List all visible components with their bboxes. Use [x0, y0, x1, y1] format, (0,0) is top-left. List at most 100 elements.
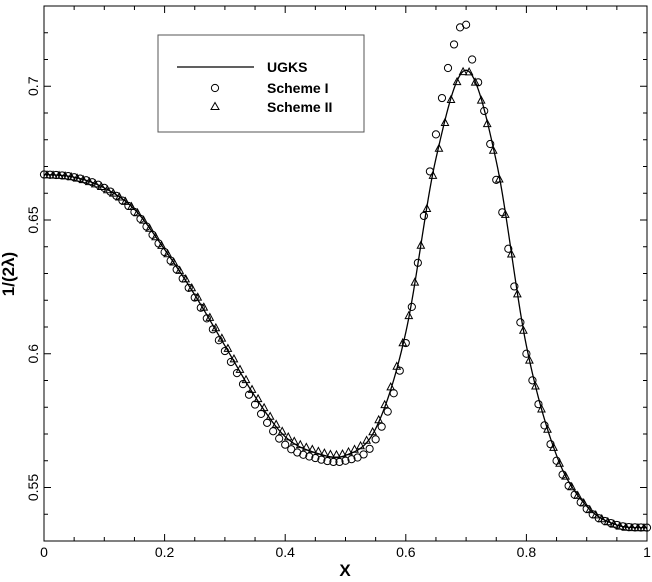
legend-label-scheme-1: Scheme I: [267, 80, 328, 96]
series-scheme-1-point: [256, 409, 266, 418]
series-scheme-2-point: [211, 322, 221, 332]
series-scheme-2-point: [199, 302, 209, 311]
series-scheme-2-point: [434, 143, 444, 152]
series-scheme-2-point: [114, 192, 124, 201]
series-scheme-2-point: [428, 170, 438, 179]
series-scheme-2-point: [253, 393, 263, 403]
series-scheme-2-point: [133, 207, 142, 217]
series-scheme-1-point: [371, 435, 380, 444]
series-scheme-2-point: [54, 170, 64, 179]
y-tick-label: 0.55: [25, 474, 41, 501]
series-scheme-2-point: [398, 337, 408, 347]
series-scheme-1-point: [401, 338, 410, 348]
series-scheme-2-point: [90, 178, 100, 188]
x-tick-label: 0.2: [155, 544, 175, 560]
series-scheme-2-point: [48, 170, 58, 179]
series-scheme-2-point: [368, 426, 378, 436]
series-scheme-2-point: [241, 374, 251, 384]
series-scheme-2-point: [524, 355, 534, 364]
series-scheme-1-point: [480, 106, 489, 116]
series-scheme-1-point: [449, 40, 459, 49]
series-scheme-2-point: [386, 382, 396, 391]
series-scheme-2-point: [42, 169, 52, 179]
series-scheme-2-point: [319, 448, 329, 457]
series-scheme-1-point: [196, 303, 205, 312]
series-scheme-1-point: [419, 211, 428, 221]
series-scheme-1-point: [504, 244, 513, 253]
series-scheme-1-point: [492, 175, 501, 184]
series-scheme-2-point: [531, 381, 540, 390]
series-scheme-1-point: [263, 418, 272, 427]
series-scheme-2-point: [440, 117, 450, 127]
series-scheme-2-point: [567, 481, 577, 491]
series-scheme-2-point: [597, 513, 607, 523]
series-scheme-2-point: [500, 209, 510, 218]
series-scheme-2-point: [579, 498, 589, 507]
legend-label-scheme-2: Scheme II: [267, 99, 332, 115]
series-scheme-1-point: [443, 63, 453, 73]
series-scheme-1-point: [190, 293, 199, 302]
series-scheme-2-point: [307, 444, 317, 453]
series-scheme-2-point: [374, 414, 384, 424]
series-scheme-2-point: [543, 424, 552, 433]
series-scheme-2-point: [72, 173, 82, 182]
series-scheme-2-point: [410, 277, 420, 286]
series-scheme-1-point: [275, 434, 284, 443]
series-scheme-2-point: [555, 458, 564, 467]
series-scheme-2-point: [356, 440, 366, 450]
series-scheme-2-point: [66, 171, 76, 181]
series-scheme-2-point: [217, 333, 227, 342]
axis-ticks: 0 0.2 0.4 0.6 0.8 1 0.55 0.6 0.65 0.7: [25, 5, 651, 560]
series-scheme-2-point: [633, 522, 643, 532]
series-scheme-1-point: [516, 318, 525, 327]
series-scheme-2-point: [301, 442, 311, 451]
series-scheme-1-point: [329, 457, 338, 467]
series-scheme-1-point: [347, 455, 356, 464]
series-scheme-2-point: [452, 76, 462, 86]
x-tick-label: 0.8: [517, 544, 537, 560]
series-scheme-2-point: [627, 522, 637, 532]
series-scheme-1-point: [214, 336, 223, 345]
series-scheme-2-point: [151, 231, 160, 241]
series-scheme-2-point: [639, 522, 649, 532]
series-scheme-2-point: [277, 426, 287, 435]
series-scheme-2-point: [446, 94, 456, 103]
series-scheme-2-point: [265, 411, 275, 420]
series-scheme-2-point: [193, 292, 203, 301]
series-scheme-1-point: [534, 400, 543, 409]
series-scheme-2-point: [512, 289, 522, 298]
series-scheme-1-point: [232, 369, 242, 378]
series-scheme-2-point: [338, 449, 347, 458]
y-tick-label: 0.65: [25, 206, 41, 233]
series-scheme-1-point: [462, 20, 471, 29]
series-scheme-2-point: [482, 118, 492, 128]
legend-swatch-scheme-1: [210, 83, 220, 93]
y-tick-label: 0.6: [25, 344, 41, 364]
x-axis-title: X: [339, 561, 351, 580]
series-scheme-2-point: [470, 77, 480, 86]
series-scheme-1-point: [407, 302, 416, 311]
series-scheme-2-point: [392, 361, 402, 370]
x-tick-label: 1: [643, 544, 651, 560]
series-scheme-2-point: [96, 181, 106, 191]
series-scheme-2-point: [127, 201, 136, 211]
legend-box: [157, 34, 365, 133]
series-scheme-1-point: [431, 130, 441, 139]
series-scheme-2-point: [464, 67, 474, 76]
legend-label-ugks: UGKS: [267, 59, 307, 75]
series-scheme-2-point: [181, 274, 191, 283]
series-scheme-2-point: [537, 404, 546, 413]
series-scheme-2-point: [506, 249, 516, 258]
series-scheme-2-point: [108, 188, 118, 197]
series-scheme-2-point: [313, 446, 323, 455]
series-scheme-1-point: [528, 376, 537, 385]
series-scheme-2-point: [84, 176, 94, 186]
series-scheme-2-point: [145, 223, 154, 232]
legend-swatch-scheme-2: [210, 101, 220, 110]
series-scheme-1-point: [437, 93, 447, 103]
series-scheme-2-point: [380, 399, 390, 409]
series-scheme-2-point: [205, 312, 215, 321]
series-scheme-1-point: [335, 457, 344, 467]
